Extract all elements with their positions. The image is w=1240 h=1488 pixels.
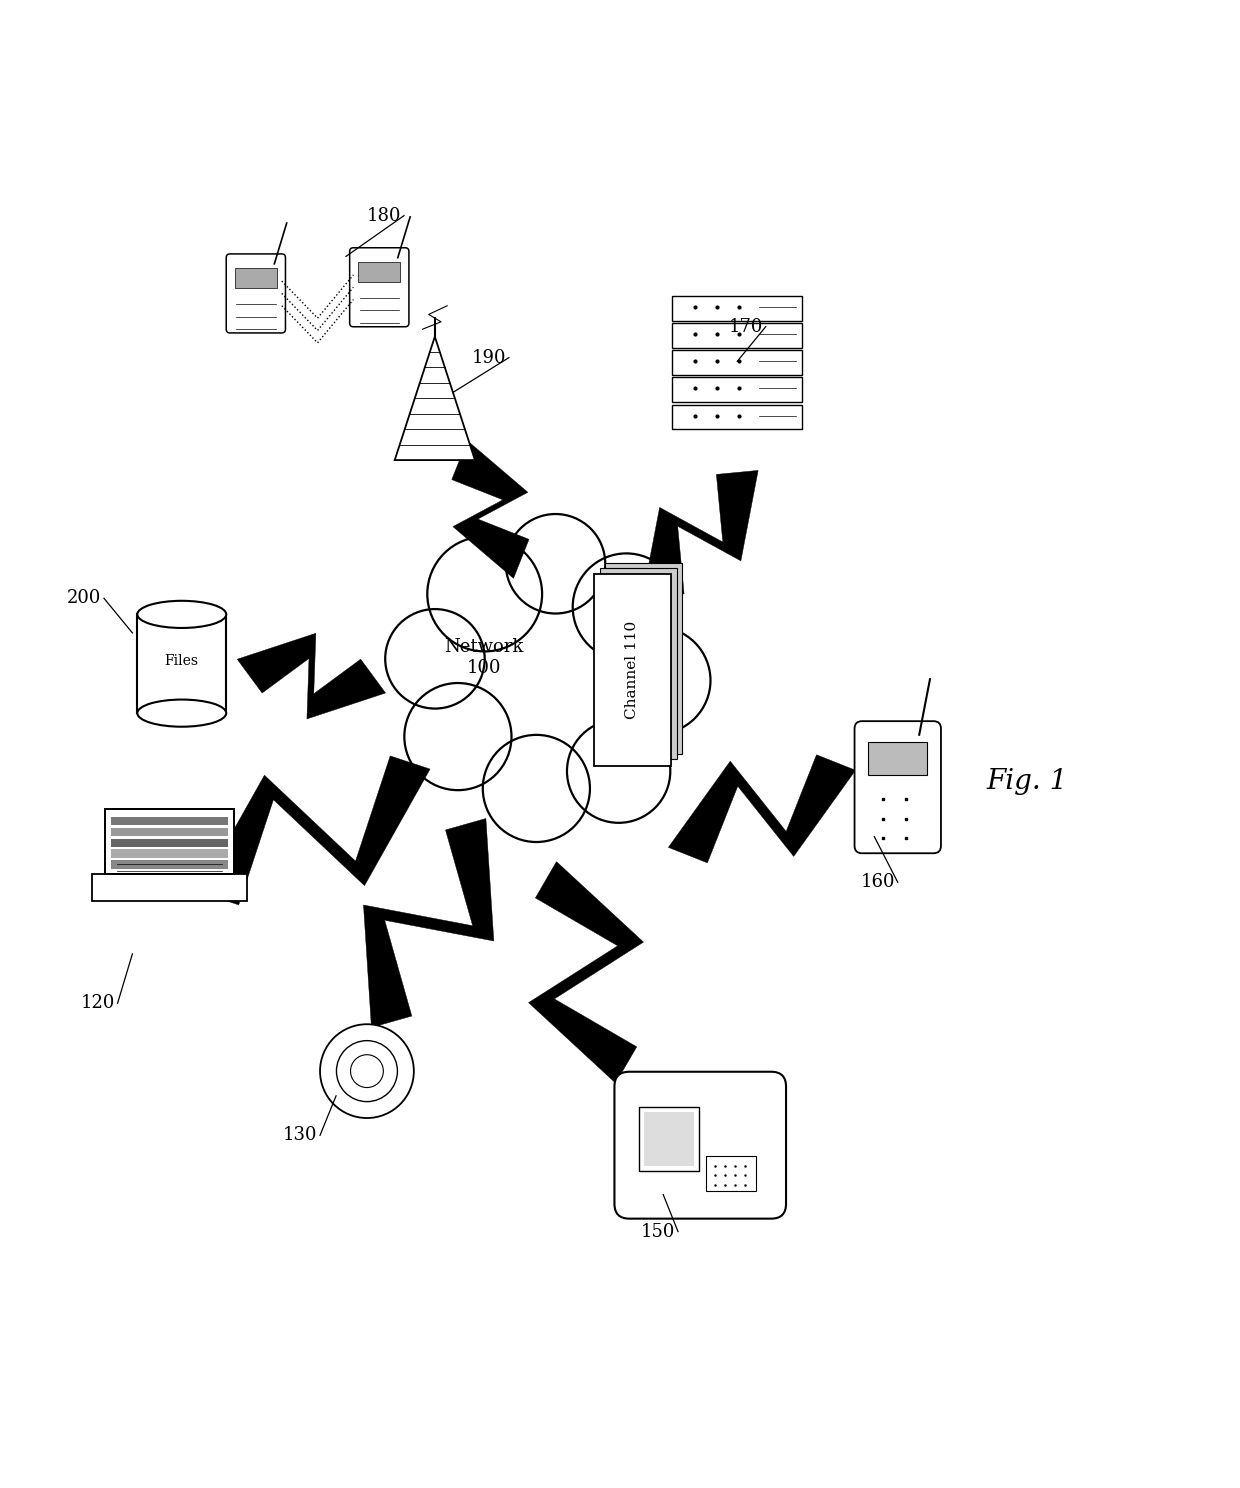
FancyBboxPatch shape <box>672 323 802 348</box>
Circle shape <box>573 554 680 661</box>
Polygon shape <box>451 440 529 579</box>
Text: Channel 110: Channel 110 <box>625 620 640 719</box>
FancyBboxPatch shape <box>358 262 401 283</box>
Circle shape <box>482 735 590 842</box>
Polygon shape <box>237 634 386 719</box>
Text: Files: Files <box>165 655 198 668</box>
Polygon shape <box>198 756 430 905</box>
FancyBboxPatch shape <box>600 568 677 759</box>
FancyBboxPatch shape <box>854 722 941 853</box>
FancyBboxPatch shape <box>110 839 228 847</box>
Text: 170: 170 <box>729 318 763 336</box>
Polygon shape <box>668 754 856 863</box>
Text: Fig. 1: Fig. 1 <box>987 768 1068 795</box>
FancyBboxPatch shape <box>350 248 409 327</box>
Circle shape <box>336 1040 398 1101</box>
Polygon shape <box>363 818 494 1028</box>
FancyBboxPatch shape <box>605 562 682 754</box>
FancyBboxPatch shape <box>868 743 928 775</box>
Ellipse shape <box>138 699 226 726</box>
FancyBboxPatch shape <box>110 850 228 857</box>
Polygon shape <box>528 862 644 1083</box>
Text: 160: 160 <box>861 873 895 891</box>
Polygon shape <box>435 607 657 771</box>
Polygon shape <box>394 336 475 460</box>
Circle shape <box>320 1024 414 1117</box>
FancyBboxPatch shape <box>92 873 247 902</box>
FancyBboxPatch shape <box>226 254 285 333</box>
FancyBboxPatch shape <box>615 1071 786 1219</box>
FancyBboxPatch shape <box>639 1107 699 1171</box>
Ellipse shape <box>138 601 226 628</box>
Text: 130: 130 <box>283 1126 317 1144</box>
FancyBboxPatch shape <box>672 378 802 402</box>
FancyBboxPatch shape <box>104 809 234 873</box>
Text: 180: 180 <box>367 207 402 225</box>
FancyBboxPatch shape <box>672 405 802 429</box>
FancyBboxPatch shape <box>110 827 228 836</box>
FancyBboxPatch shape <box>110 860 228 869</box>
FancyBboxPatch shape <box>707 1156 756 1192</box>
Text: 150: 150 <box>641 1223 676 1241</box>
FancyBboxPatch shape <box>594 574 671 766</box>
Text: 120: 120 <box>81 994 115 1012</box>
Circle shape <box>351 1055 383 1088</box>
FancyBboxPatch shape <box>234 268 277 289</box>
Text: 200: 200 <box>67 589 102 607</box>
Circle shape <box>404 683 511 790</box>
Text: 190: 190 <box>472 348 506 366</box>
FancyBboxPatch shape <box>672 350 802 375</box>
Text: Network
100: Network 100 <box>444 638 523 677</box>
Circle shape <box>567 720 671 823</box>
Circle shape <box>604 626 711 734</box>
FancyBboxPatch shape <box>644 1112 694 1167</box>
Polygon shape <box>642 470 758 598</box>
Circle shape <box>428 537 542 652</box>
FancyBboxPatch shape <box>110 817 228 826</box>
Polygon shape <box>138 615 226 713</box>
Circle shape <box>506 513 605 613</box>
FancyBboxPatch shape <box>672 296 802 320</box>
Circle shape <box>386 609 485 708</box>
